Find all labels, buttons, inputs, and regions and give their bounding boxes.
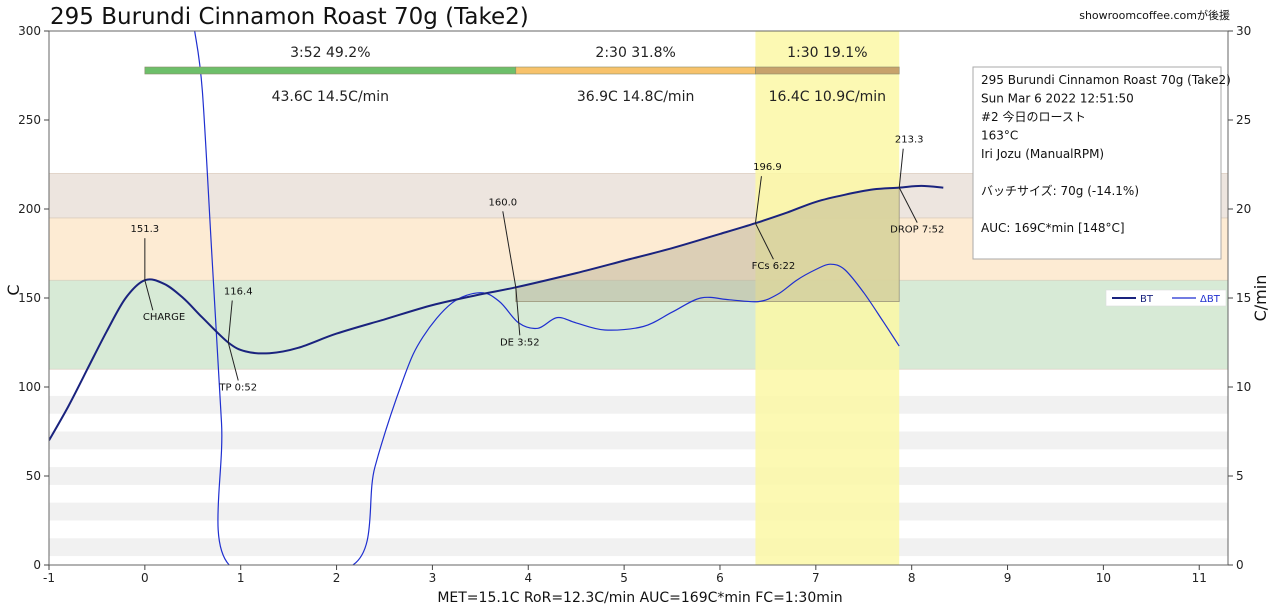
legend-box — [1105, 289, 1227, 307]
temp-band-0 — [48, 279, 1229, 370]
info-line-1: Sun Mar 6 2022 12:51:50 — [981, 92, 1134, 106]
event-value-leader-drop — [898, 148, 904, 188]
event-label-de: DE 3:52 — [500, 337, 540, 348]
x-tick-label-6: 6 — [716, 571, 724, 585]
info-line-8: AUC: 169C*min [148°C] — [981, 221, 1125, 235]
delta-bt-line — [194, 31, 900, 565]
event-label-leader-drop — [898, 187, 918, 223]
x-tick-label-4: 4 — [524, 571, 532, 585]
info-line-6: バッチサイズ: 70g (-14.1%) — [981, 183, 1139, 198]
x-tick-label-9: 9 — [1004, 571, 1012, 585]
y-tick-label-150: 150 — [18, 291, 41, 305]
event-value-drop: 213.3 — [895, 135, 924, 146]
legend-label-delta-bt: ΔBT — [1200, 294, 1221, 305]
x-tick-label-11: 11 — [1192, 571, 1207, 585]
y-tick-label-200: 200 — [18, 202, 41, 216]
phase-time-label-0: 3:52 49.2% — [290, 45, 370, 61]
x-tick-label-0: 0 — [141, 571, 149, 585]
event-value-leader-de — [502, 211, 517, 288]
x-tick-label-8: 8 — [908, 571, 916, 585]
event-label-leader-fcs — [754, 223, 774, 260]
event-value-leader-tp — [227, 300, 233, 343]
info-line-2: #2 今日のロースト — [981, 109, 1086, 124]
stripe-3 — [49, 431, 1228, 450]
background-layer — [48, 31, 1229, 565]
axes-layer: -1 0 1 2 3 4 5 6 7 8 9 10 11050100150200250300051015… — [18, 24, 1251, 585]
bt-line — [49, 184, 944, 441]
stripe-1 — [49, 502, 1228, 521]
y-tick-label-100: 100 — [18, 380, 41, 394]
event-value-charge: 151.3 — [131, 224, 160, 235]
stripe-2 — [49, 467, 1228, 485]
x-tick-label-7: 7 — [812, 571, 820, 585]
y2-tick-label-5: 5 — [1236, 469, 1244, 483]
x-tick-label-5: 5 — [620, 571, 628, 585]
phase-bar-0 — [144, 66, 517, 75]
event-label-leader-de — [515, 287, 521, 336]
event-value-de: 160.0 — [488, 197, 517, 208]
event-label-drop: DROP 7:52 — [890, 225, 944, 236]
y2-tick-label-20: 20 — [1236, 202, 1251, 216]
info-line-0: 295 Burundi Cinnamon Roast 70g (Take2) — [981, 73, 1231, 87]
y2-tick-label-25: 25 — [1236, 113, 1251, 127]
event-label-leader-charge — [144, 280, 154, 311]
info-line-4: Iri Jozu (ManualRPM) — [981, 147, 1104, 161]
y-tick-label-50: 50 — [26, 469, 41, 483]
phase-time-label-1: 2:30 31.8% — [595, 45, 675, 61]
y-tick-label-250: 250 — [18, 113, 41, 127]
stripe-4 — [49, 395, 1228, 414]
event-label-charge: CHARGE — [143, 312, 185, 323]
phase-rate-label-2: 16.4C 10.9C/min — [769, 89, 886, 105]
event-label-leader-tp — [227, 342, 239, 381]
event-label-tp: TP 0:52 — [218, 383, 257, 394]
y2-tick-label-30: 30 — [1236, 24, 1251, 38]
event-label-fcs: FCs 6:22 — [752, 261, 796, 272]
phase-rate-label-0: 43.6C 14.5C/min — [272, 89, 389, 105]
y-tick-label-0: 0 — [33, 558, 41, 572]
chart-title: 295 Burundi Cinnamon Roast 70g (Take2) — [50, 4, 529, 30]
legend-label-bt: BT — [1140, 294, 1154, 305]
first-crack-highlight — [755, 31, 900, 565]
y-axis-label: C — [4, 284, 23, 295]
phase-rate-label-1: 36.9C 14.8C/min — [577, 89, 694, 105]
event-value-fcs: 196.9 — [753, 162, 782, 173]
plot-layer — [49, 31, 944, 565]
y-tick-label-300: 300 — [18, 24, 41, 38]
x-tick-label-10: 10 — [1096, 571, 1111, 585]
phase-bar-1 — [515, 66, 756, 75]
info-line-3: 163°C — [981, 129, 1018, 143]
y2-axis-label: C/min — [1251, 275, 1270, 322]
stripe-0 — [49, 538, 1228, 557]
x-tick-label-3: 3 — [429, 571, 437, 585]
y2-tick-label-10: 10 — [1236, 380, 1251, 394]
y2-tick-label-0: 0 — [1236, 558, 1244, 572]
info-box — [972, 66, 1222, 260]
event-value-tp: 116.4 — [224, 287, 253, 298]
event-value-leader-fcs — [754, 176, 762, 224]
x-tick-label-2: 2 — [333, 571, 341, 585]
overlay-layer: 3:52 49.2% 43.6C 14.5C/min 2:30 31.8% 36.9C… — [131, 45, 1231, 394]
phase-bar-2 — [755, 66, 900, 75]
y2-tick-label-15: 15 — [1236, 291, 1251, 305]
phase-time-label-2: 1:30 19.1% — [787, 45, 867, 61]
x-tick-label-1: 1 — [237, 571, 245, 585]
x-tick-label--1: -1 — [43, 571, 55, 585]
sponsor-credit: showroomcoffee.comが後援 — [1079, 8, 1230, 22]
footer-stats: MET=15.1C RoR=12.3C/min AUC=169C*min FC=… — [437, 590, 842, 606]
